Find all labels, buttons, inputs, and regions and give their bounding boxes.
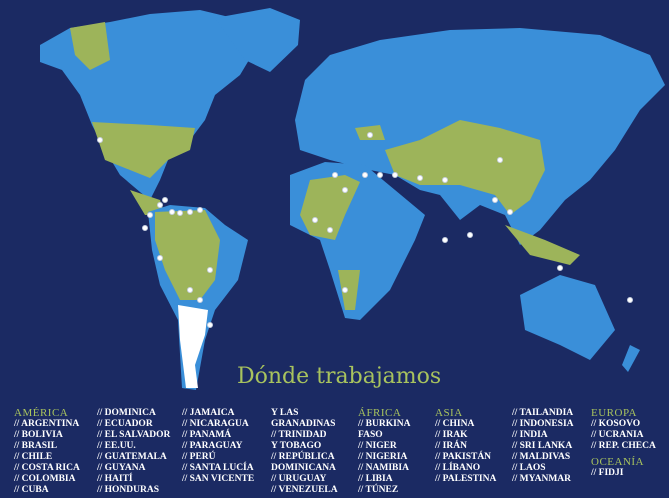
country: // COSTA RICA [14, 463, 80, 473]
country: // FIDJI [591, 468, 624, 478]
land-south-america [148, 205, 248, 390]
land-new-zealand [622, 345, 640, 372]
country: // EE.UU. [97, 441, 136, 451]
country: // ECUADOR [97, 419, 153, 429]
country: DOMINICANA [271, 463, 336, 473]
country: // CHINA [435, 419, 475, 429]
country: // NICARAGUA [182, 419, 249, 429]
country: // REP. CHECA [591, 441, 656, 451]
country: // GUYANA [97, 463, 146, 473]
country: // NIGER [358, 441, 397, 451]
country: // SAN VICENTE [182, 474, 255, 484]
country: // DOMINICA [97, 408, 156, 418]
country: // IRÁN [435, 441, 467, 451]
country: // ARGENTINA [14, 419, 80, 429]
country: // VENEZUELA [271, 485, 338, 495]
alaska-highlight [70, 22, 110, 70]
argentina-highlight [178, 305, 208, 388]
country: // SANTA LUCÍA [182, 463, 254, 473]
country: // KOSOVO [591, 419, 641, 429]
country: // PARAGUAY [182, 441, 243, 451]
country: // HAITÍ [97, 474, 133, 484]
region-heading-asia: ASIA [435, 407, 463, 419]
country: // COLOMBIA [14, 474, 76, 484]
country: // LÍBANO [435, 463, 481, 473]
country: // CHILE [14, 452, 53, 462]
country: // JAMAICA [182, 408, 235, 418]
region-heading-europa: EUROPA [591, 407, 637, 419]
usa-highlight [92, 122, 195, 178]
country: // EL SALVADOR [97, 430, 171, 440]
country: // LIBIA [358, 474, 393, 484]
country: // INDIA [512, 430, 548, 440]
country: GRANADINAS [271, 419, 336, 429]
country: // BURKINA [358, 419, 411, 429]
country: // MYANMAR [512, 474, 572, 484]
country: // INDONESIA [512, 419, 574, 429]
region-heading-africa: ÁFRICA [358, 407, 402, 419]
region-europa-oceania: EUROPA // KOSOVO // UCRANIA // REP. CHEC… [591, 408, 656, 479]
country: // UCRANIA [591, 430, 644, 440]
country: // BOLIVIA [14, 430, 63, 440]
region-africa: ÁFRICA // BURKINA FASO // NIGER // NIGER… [358, 408, 411, 496]
country: // TAILANDIA [512, 408, 574, 418]
region-america-col-2: // DOMINICA // ECUADOR // EL SALVADOR //… [97, 408, 170, 496]
country: // IRAK [435, 430, 468, 440]
country: // NIGERIA [358, 452, 408, 462]
country: // CUBA [14, 485, 49, 495]
location-markers [97, 132, 633, 328]
country: // LAOS [512, 463, 546, 473]
land-australia [520, 275, 615, 360]
region-asia-col-2: // TAILANDIA // INDONESIA // INDIA // SR… [512, 408, 574, 485]
country: // SRI LANKA [512, 441, 573, 451]
country: // GUATEMALA [97, 452, 167, 462]
country: // MALDIVAS [512, 452, 571, 462]
central-america-highlight [130, 190, 165, 215]
country: // PALESTINA [435, 474, 497, 484]
country: // BRASIL [14, 441, 58, 451]
region-heading-oceania: OCEANÍA [591, 456, 644, 468]
country: // URUGUAY [271, 474, 327, 484]
country: // TÚNEZ [358, 485, 399, 495]
country: // NAMIBIA [358, 463, 409, 473]
country: // HONDURAS [97, 485, 160, 495]
country: Y TOBAGO [271, 441, 322, 451]
country: // REPÚBLICA [271, 452, 335, 462]
land-eurasia [295, 28, 665, 265]
region-asia-col-1: ASIA // CHINA // IRAK // IRÁN // PAKISTÁ… [435, 408, 496, 485]
region-heading-america: AMÉRICA [14, 407, 69, 419]
land-africa [290, 162, 425, 320]
country: // TRINIDAD [271, 430, 327, 440]
region-america-col-3: // JAMAICA // NICARAGUA // PANAMÁ // PAR… [182, 408, 254, 485]
page-title: Dónde trabajamos [237, 364, 442, 389]
country: // PANAMÁ [182, 430, 232, 440]
country: // PAKISTÁN [435, 452, 492, 462]
country: // PERÚ [182, 452, 216, 462]
country: FASO [358, 430, 383, 440]
region-america-col-1: AMÉRICA // ARGENTINA // BOLIVIA // BRASI… [14, 408, 80, 496]
country: Y LAS [271, 408, 299, 418]
world-map [40, 8, 665, 390]
region-america-col-4: Y LAS GRANADINAS // TRINIDAD Y TOBAGO //… [271, 408, 338, 496]
